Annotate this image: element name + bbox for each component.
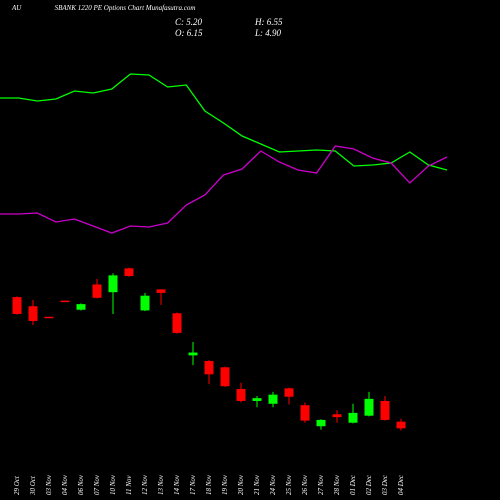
x-tick-label: 24 Nov (269, 474, 277, 495)
x-tick-label: 04 Dec (397, 474, 405, 495)
x-tick-label: 13 Nov (157, 474, 165, 495)
indicator-line (0, 73, 448, 171)
x-tick-label: 10 Nov (109, 474, 117, 495)
candle-body (348, 412, 358, 423)
stat-open: O: 6.15 (175, 28, 203, 38)
candle-body (140, 295, 150, 311)
x-tick-label: 06 Nov (77, 474, 85, 495)
x-tick-label: 03 Dec (381, 474, 389, 495)
x-tick-label: 21 Nov (253, 474, 261, 495)
x-tick-label: 28 Nov (333, 474, 341, 495)
stat-high: H: 6.55 (254, 17, 283, 27)
candle-body (396, 421, 406, 429)
candle-body (252, 398, 262, 401)
x-tick-label: 20 Nov (237, 474, 245, 495)
candle-body (108, 275, 118, 293)
x-tick-label: 17 Nov (189, 474, 197, 495)
x-tick-label: 27 Nov (317, 474, 325, 495)
x-tick-label: 18 Nov (205, 474, 213, 495)
x-tick-label: 29 Oct (13, 475, 21, 495)
candle-body (236, 389, 246, 401)
x-tick-label: 02 Dec (365, 474, 373, 495)
x-tick-label: 11 Nov (125, 475, 133, 495)
chart-title: SBANK 1220 PE Options Chart Munafasutra.… (55, 4, 196, 12)
candle-body (380, 400, 390, 420)
candle-body (188, 352, 198, 356)
candle-body (364, 398, 374, 416)
candle-body (172, 313, 182, 333)
candle-body (76, 304, 86, 310)
x-tick-label: 30 Oct (29, 475, 37, 496)
stat-close: C: 5.20 (175, 17, 203, 27)
candle-body (204, 360, 214, 375)
candle-body (220, 367, 230, 387)
candle-body (28, 306, 38, 321)
symbol: AU (11, 4, 22, 12)
x-tick-label: 04 Nov (61, 474, 69, 495)
x-tick-label: 12 Nov (141, 474, 149, 495)
candle-body (44, 316, 54, 319)
candle-body (300, 405, 310, 421)
candle-body (156, 289, 166, 293)
candle-body (92, 284, 102, 298)
x-tick-label: 25 Nov (285, 474, 293, 495)
x-tick-label: 26 Nov (301, 474, 309, 495)
x-tick-label: 14 Nov (173, 474, 181, 495)
candle-body (60, 300, 70, 303)
x-tick-label: 03 Nov (45, 474, 53, 495)
candle-body (124, 268, 134, 277)
candle-body (12, 297, 22, 314)
x-tick-label: 01 Dec (349, 474, 357, 495)
candle-body (316, 419, 326, 427)
x-tick-label: 07 Nov (93, 474, 101, 495)
indicator-line (0, 145, 448, 234)
candle-body (284, 388, 294, 397)
x-tick-label: 19 Nov (221, 474, 229, 495)
candle-body (332, 414, 342, 418)
candle-body (268, 394, 278, 404)
stat-low: L: 4.90 (254, 28, 282, 38)
